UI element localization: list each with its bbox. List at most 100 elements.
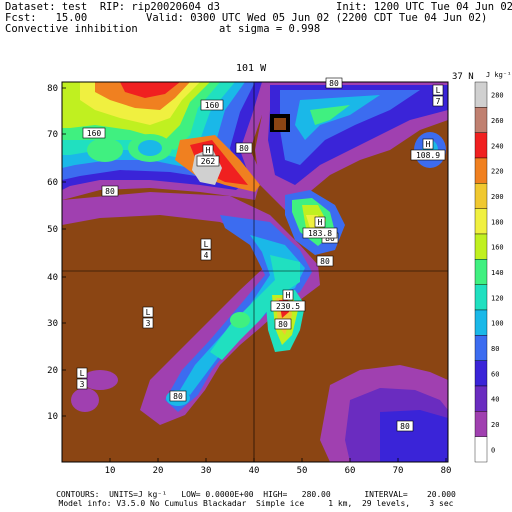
contour-field [62,82,448,462]
y-tick-label: 20 [47,366,58,376]
low-marker: L [80,369,85,378]
high-value: 183.8 [308,229,332,238]
colorbar-swatch [474,385,488,412]
colorbar-label: 280 [491,92,504,100]
contours-info: CONTOURS: UNITS=J kg⁻¹ LOW= 0.0000E+00 H… [56,490,456,499]
colorbar-swatch [474,208,488,235]
colorbar-swatch [474,233,488,260]
high-marker: H [426,140,431,149]
low-value: 7 [436,97,441,106]
x-tick-label: 50 [297,466,308,476]
y-tick-label: 80 [47,84,58,94]
low-value-box [76,378,88,390]
colorbar-swatch [474,259,488,285]
field-name: Convective inhibition [5,23,138,35]
colorbar-label: 20 [491,421,499,429]
colorbar-swatch [474,335,488,361]
colorbar-swatch [474,284,488,311]
low-marker-box [432,84,444,96]
colorbar-label: 120 [491,294,504,302]
colorbar-label: 220 [491,168,504,176]
high-marker-box [314,216,326,228]
cin-cell-small [230,312,250,328]
map-latitude-label: 37 N [452,72,474,82]
contour-label: 160 [87,129,102,138]
low-marker: L [204,240,209,249]
cin-cell-small [71,388,99,412]
colorbar-swatch [474,411,488,437]
colorbar-swatch [474,436,488,463]
colorbar-swatch [474,81,488,108]
high-value: 108.9 [416,151,440,160]
x-tick-label: 40 [249,466,260,476]
contour-label: 80 [105,187,115,196]
y-tick-label: 10 [47,412,58,422]
colorbar-swatch [474,360,488,387]
contour-label: 80 [320,257,330,266]
y-tick-label: 40 [47,273,58,283]
low-marker-box [200,238,212,250]
x-tick-label: 60 [345,466,356,476]
colorbar-label: 80 [491,345,499,353]
contour-label: 160 [205,101,220,110]
y-tick-label: 50 [47,225,58,235]
forecast-hour: Fcst: 15.00 [5,12,88,24]
high-marker: H [318,218,323,227]
low-value: 4 [204,251,209,260]
colorbar-label: 260 [491,117,504,125]
valid-time: Valid: 0300 UTC Wed 05 Jun 02 (2200 CDT … [146,12,488,24]
contour-label: 80 [173,392,183,401]
colorbar-label: 140 [491,269,504,277]
contour-label-box [325,77,343,89]
axis-ticks: 10 20 30 40 50 60 70 80 10 20 30 40 50 60 70 80 [47,84,451,476]
model-info: Model info: V3.5.0 No Cumulus Blackadar … [58,499,454,508]
low-marker-box [142,306,154,318]
colorbar-label: 60 [491,370,499,378]
cin-cell [138,140,162,156]
cin-se-blue [380,410,448,462]
contour-label: 80 [329,79,339,88]
colorbar-swatch [474,309,488,336]
low-value: 3 [146,319,151,328]
contour-label-box [274,318,292,330]
low-value-box [200,249,212,261]
init-time: Init: 1200 UTC Tue 04 Jun 02 [336,1,512,13]
contour-label: 80 [278,320,288,329]
contour-label-box [396,420,414,432]
contour-label-box [82,127,106,139]
low-value: 3 [80,380,85,389]
high-value: 230.5 [276,302,300,311]
high-marker-box [202,144,214,156]
high-value-box [196,155,220,167]
colorbar-label: 180 [491,218,504,226]
colorbar-label: 240 [491,142,504,150]
cin-cell [87,138,123,162]
contour-label-box [235,142,253,154]
low-marker: L [436,86,441,95]
low-value-box [142,317,154,329]
y-tick-label: 60 [47,178,58,188]
level-description: at sigma = 0.998 [219,23,321,35]
contour-label: 80 [239,144,249,153]
low-marker-box [76,367,88,379]
contour-label-box [101,185,119,197]
contour-label-box [200,99,224,111]
high-marker: H [286,291,291,300]
colorbar-swatch [474,132,488,159]
contour-label-box [169,390,187,402]
colorbar-label: 200 [491,193,504,201]
colorbar-label: 160 [491,244,504,252]
x-tick-label: 80 [441,466,452,476]
high-value-box [302,227,338,239]
high-marker-box [422,138,434,150]
colorbar-swatch [474,183,488,209]
terrain-spot-inner [274,118,286,130]
low-value-box [432,95,444,107]
map-longitude-label: 101 W [236,63,267,74]
y-tick-label: 70 [47,130,58,140]
colorbar-swatch [474,107,488,133]
x-tick-label: 20 [153,466,164,476]
contour-label-box [316,255,334,267]
colorbar-label: 0 [491,446,495,454]
